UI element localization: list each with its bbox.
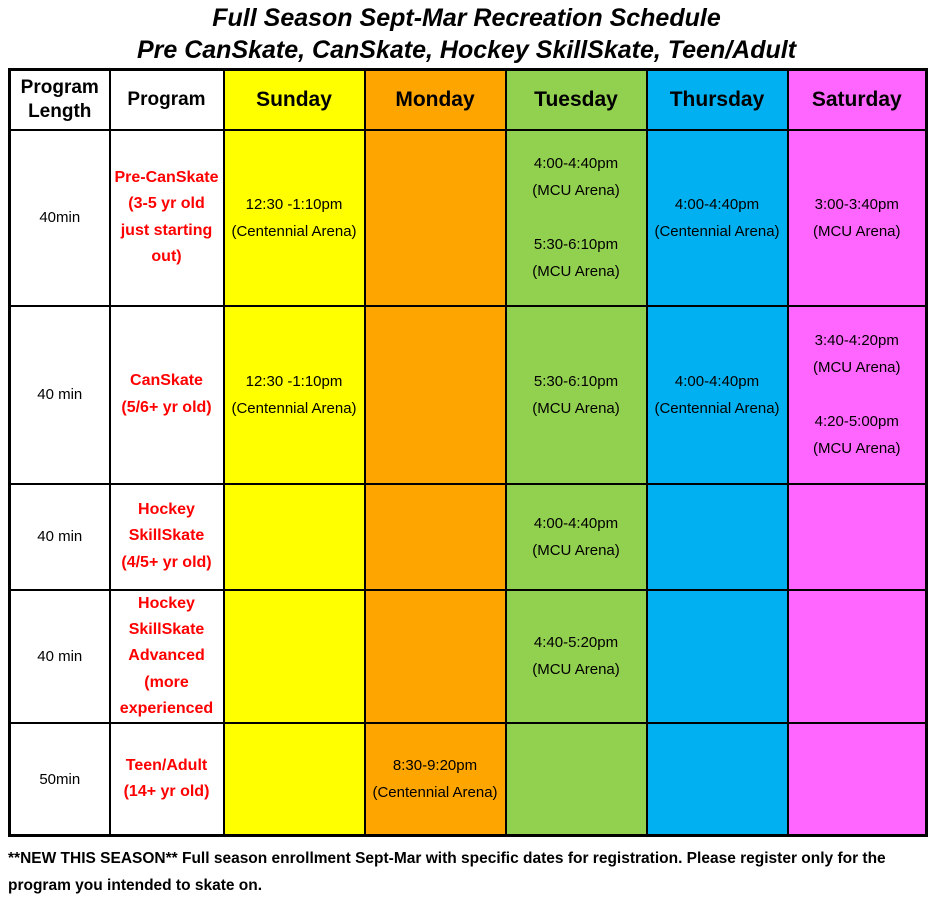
cell-program: Hockey SkillSkate Advanced (more experie…	[108, 588, 225, 725]
cell-thursday: 4:00-4:40pm (Centennial Arena)	[645, 304, 789, 485]
cell-saturday	[786, 722, 928, 837]
cell-tuesday: 4:00-4:40pm (MCU Arena) 5:30-6:10pm (MCU…	[504, 128, 648, 307]
cell-program: CanSkate (5/6+ yr old)	[108, 304, 225, 485]
cell-length: 40 min	[8, 588, 111, 725]
cell-thursday	[645, 722, 789, 837]
cell-tuesday: 5:30-6:10pm (MCU Arena)	[504, 304, 648, 485]
schedule-row-pre-canskate: 40min Pre-CanSkate (3-5 yr old just star…	[8, 128, 928, 307]
cell-sunday	[222, 722, 366, 837]
header-row: Program Length Program Sunday Monday Tue…	[8, 68, 928, 131]
cell-monday: 8:30-9:20pm (Centennial Arena)	[363, 722, 507, 837]
cell-program: Teen/Adult (14+ yr old)	[108, 722, 225, 837]
header-saturday: Saturday	[786, 68, 928, 131]
schedule-row-teen-adult: 50min Teen/Adult (14+ yr old) 8:30-9:20p…	[8, 722, 928, 837]
cell-sunday: 12:30 -1:10pm (Centennial Arena)	[222, 128, 366, 307]
page-title-line2: Pre CanSkate, CanSkate, Hockey SkillSkat…	[136, 36, 797, 64]
cell-saturday: 3:00-3:40pm (MCU Arena)	[786, 128, 928, 307]
cell-thursday	[645, 588, 789, 725]
cell-program: Pre-CanSkate (3-5 yr old just starting o…	[108, 128, 225, 307]
cell-sunday	[222, 588, 366, 725]
page-title: Full Season Sept-Mar Recreation Schedule…	[0, 0, 933, 66]
cell-tuesday: 4:00-4:40pm (MCU Arena)	[504, 482, 648, 591]
header-monday: Monday	[363, 68, 507, 131]
cell-tuesday	[504, 722, 648, 837]
cell-length: 40 min	[8, 304, 111, 485]
header-program-length: Program Length	[8, 68, 111, 131]
cell-program: Hockey SkillSkate (4/5+ yr old)	[108, 482, 225, 591]
cell-sunday: 12:30 -1:10pm (Centennial Arena)	[222, 304, 366, 485]
footer-note: **NEW THIS SEASON** Full season enrollme…	[8, 849, 886, 895]
schedule-row-hockey-skillskate: 40 min Hockey SkillSkate (4/5+ yr old) 4…	[8, 482, 928, 591]
cell-saturday	[786, 482, 928, 591]
schedule-table: Program Length Program Sunday Monday Tue…	[8, 68, 928, 837]
cell-thursday: 4:00-4:40pm (Centennial Arena)	[645, 128, 789, 307]
cell-sunday	[222, 482, 366, 591]
cell-monday	[363, 128, 507, 307]
page-title-line1: Full Season Sept-Mar Recreation Schedule	[212, 4, 721, 32]
cell-monday	[363, 304, 507, 485]
cell-monday	[363, 482, 507, 591]
header-thursday: Thursday	[645, 68, 789, 131]
cell-monday	[363, 588, 507, 725]
cell-length: 40 min	[8, 482, 111, 591]
cell-tuesday: 4:40-5:20pm (MCU Arena)	[504, 588, 648, 725]
header-program: Program	[108, 68, 225, 131]
cell-saturday	[786, 588, 928, 725]
header-tuesday: Tuesday	[504, 68, 648, 131]
schedule-row-hockey-skillskate-advanced: 40 min Hockey SkillSkate Advanced (more …	[8, 588, 928, 725]
cell-saturday: 3:40-4:20pm (MCU Arena) 4:20-5:00pm (MCU…	[786, 304, 928, 485]
header-sunday: Sunday	[222, 68, 366, 131]
cell-length: 50min	[8, 722, 111, 837]
cell-length: 40min	[8, 128, 111, 307]
schedule-row-canskate: 40 min CanSkate (5/6+ yr old) 12:30 -1:1…	[8, 304, 928, 485]
cell-thursday	[645, 482, 789, 591]
